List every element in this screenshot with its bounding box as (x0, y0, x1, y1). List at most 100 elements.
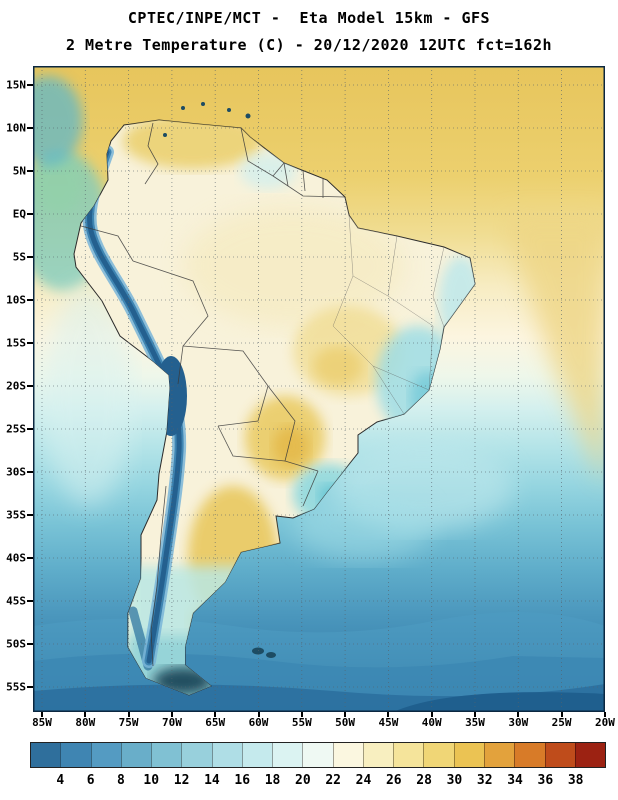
lat-label: 35S (6, 508, 26, 522)
colorbar-cell (302, 743, 333, 767)
lat-label: 15N (6, 78, 26, 92)
lat-label: 30S (6, 465, 26, 479)
colorbar-tick-label: 22 (325, 773, 341, 788)
lon-tick (257, 712, 260, 717)
colorbar-tick-label: 4 (56, 773, 65, 788)
colorbar-cell (483, 743, 515, 767)
colorbar-tick-label: 28 (416, 773, 432, 788)
colorbar-cell (211, 743, 242, 767)
lon-label: 20W (594, 716, 615, 729)
lon-label: 80W (75, 716, 96, 729)
lon-tick (387, 712, 390, 717)
page-subtitle: 2 Metre Temperature (C) - 20/12/2020 12U… (65, 36, 553, 54)
colorbar-cell (332, 743, 363, 767)
lon-label: 75W (118, 716, 139, 729)
lat-tick (27, 213, 33, 215)
lon-label: 85W (32, 716, 52, 729)
islands (163, 102, 276, 658)
lat-label: 50S (6, 637, 26, 651)
colorbar-tick-label: 10 (143, 773, 160, 788)
lat-label: 5S (12, 250, 26, 264)
colorbar-cell (31, 743, 61, 767)
lon-label: 55W (291, 716, 312, 729)
lon-label: 25W (551, 716, 572, 729)
lon-tick (430, 712, 433, 717)
colorbar-cell (574, 743, 606, 767)
colorbar-cell (453, 743, 484, 767)
map-canvas (33, 66, 605, 712)
colorbar-cell (544, 743, 575, 767)
colorbar-tick-label: 14 (204, 773, 220, 788)
colorbar-cell (151, 743, 182, 767)
colorbar-tick-label: 38 (567, 773, 584, 788)
grid-lines (33, 66, 605, 712)
colorbar-tick-label: 12 (173, 773, 190, 788)
lon-tick (344, 712, 347, 717)
country-borders (80, 122, 346, 667)
lat-label: 5N (12, 164, 26, 178)
lat-label: 25S (6, 422, 26, 436)
lat-tick (27, 428, 33, 430)
lon-tick (560, 712, 563, 717)
lat-tick (27, 600, 33, 602)
colorbar-tick-label: 16 (234, 773, 251, 788)
lon-label: 65W (205, 716, 226, 729)
lon-tick (517, 712, 520, 717)
lon-tick (474, 712, 476, 717)
lat-label: 20S (6, 379, 26, 393)
colorbar-tick-label: 8 (117, 773, 125, 788)
lat-label: 55S (6, 680, 26, 694)
lat-tick (27, 127, 33, 129)
lat-tick (27, 514, 33, 516)
colorbar-tick-label: 36 (537, 773, 554, 788)
lat-tick (27, 342, 33, 344)
lon-label: 60W (248, 716, 269, 729)
colorbar-cell (514, 743, 545, 767)
lat-tick (27, 170, 33, 172)
lon-label: 40W (421, 716, 442, 729)
page-title: CPTEC/INPE/MCT - Eta Model 15km - GFS (127, 9, 491, 27)
ocean-layer (33, 66, 605, 712)
lon-tick (127, 712, 130, 717)
temperature-map (33, 66, 605, 712)
lat-label: 45S (6, 594, 26, 608)
lat-tick (27, 557, 33, 559)
colorbar-tick-label: 20 (295, 773, 311, 788)
lon-label: 35W (465, 716, 485, 729)
lat-label: 40S (6, 551, 26, 565)
lon-label: 50W (335, 716, 356, 729)
lon-tick (603, 712, 606, 717)
colorbar-cell (362, 743, 394, 767)
colorbar-cell (120, 743, 152, 767)
header: CPTEC/INPE/MCT - Eta Model 15km - GFS 2 … (0, 5, 618, 59)
colorbar-cell (90, 743, 121, 767)
lon-tick (214, 712, 217, 717)
lon-tick (41, 712, 43, 717)
lat-tick (27, 256, 33, 258)
lat-tick (27, 84, 33, 86)
colorbar-cell (393, 743, 424, 767)
lat-label: 10N (6, 121, 26, 135)
colorbar-tick-label: 24 (355, 773, 372, 788)
lon-label: 45W (378, 716, 399, 729)
colorbar-cell (241, 743, 273, 767)
lat-label: 15S (6, 336, 26, 350)
colorbar-tick-label: 34 (507, 773, 523, 788)
state-borders (332, 214, 445, 415)
colorbar-cell (60, 743, 91, 767)
lon-tick (170, 712, 173, 717)
lat-tick (27, 299, 33, 301)
colorbar-cell (272, 743, 303, 767)
colorbar-tick-label: 32 (476, 773, 493, 788)
lat-label: 10S (6, 293, 26, 307)
colorbar-cell (181, 743, 212, 767)
lon-label: 70W (161, 716, 182, 729)
map-frame-border (33, 66, 605, 712)
colorbar (30, 742, 606, 768)
colorbar-tick-label: 26 (385, 773, 402, 788)
colorbar-tick-label: 6 (86, 773, 95, 788)
colorbar-cell (423, 743, 454, 767)
lon-tick (300, 712, 303, 717)
colorbar-tick-label: 18 (264, 773, 281, 788)
